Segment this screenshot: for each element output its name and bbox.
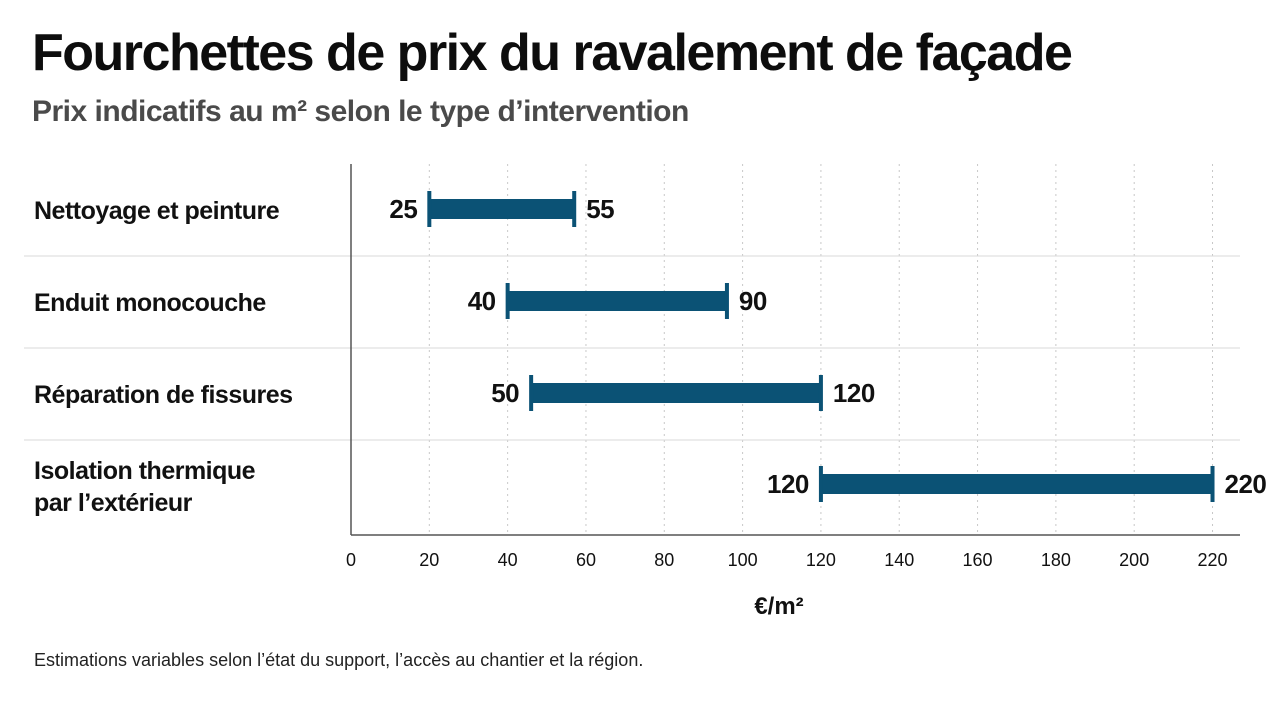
range-max-cap xyxy=(818,375,823,411)
range-max-label: 120 xyxy=(833,378,875,408)
category-label: par l’extérieur xyxy=(34,489,193,517)
row-separators xyxy=(24,255,1240,441)
category-label: Enduit monocouche xyxy=(34,289,266,317)
range-min-label: 40 xyxy=(468,286,496,316)
range-max-label: 220 xyxy=(1225,469,1267,499)
range-bar xyxy=(820,474,1213,494)
range-max-label: 55 xyxy=(586,194,614,224)
range-min-cap xyxy=(505,283,510,319)
range-min-label: 120 xyxy=(767,469,809,499)
range-max-cap xyxy=(724,283,729,319)
chart-title: Fourchettes de prix du ravalement de faç… xyxy=(32,24,1073,82)
x-tick-label: 20 xyxy=(419,550,439,570)
range-max-cap xyxy=(572,191,577,227)
x-tick-label: 0 xyxy=(346,550,356,570)
x-tick-label: 60 xyxy=(576,550,596,570)
x-tick-label: 40 xyxy=(498,550,518,570)
range-bar-chart: 0 20 40 60 80 100 120 140 160 180 200 220 Nettoyage… xyxy=(24,164,1267,620)
range-max-label: 90 xyxy=(739,286,767,316)
x-tick-label: 220 xyxy=(1197,550,1227,570)
category-label: Nettoyage et peinture xyxy=(34,197,280,225)
category-label: Isolation thermique xyxy=(34,457,256,485)
range-bar xyxy=(507,291,727,311)
category-labels: Nettoyage et peinture Enduit monocouche Ré… xyxy=(34,197,293,517)
x-tick-label: 180 xyxy=(1041,550,1071,570)
x-tick-label: 120 xyxy=(806,550,836,570)
chart-subtitle: Prix indicatifs au m² selon le type d’in… xyxy=(32,95,689,128)
x-tick-label: 140 xyxy=(884,550,914,570)
range-min-label: 50 xyxy=(491,378,519,408)
x-tick-label: 200 xyxy=(1119,550,1149,570)
range-min-label: 25 xyxy=(389,194,417,224)
x-axis-title: €/m² xyxy=(754,593,803,620)
category-label: Réparation de fissures xyxy=(34,381,293,409)
x-tick-labels: 0 20 40 60 80 100 120 140 160 180 200 220 xyxy=(346,550,1228,570)
x-tick-label: 160 xyxy=(963,550,993,570)
x-tick-label: 80 xyxy=(654,550,674,570)
x-tick-label: 100 xyxy=(728,550,758,570)
range-min-cap xyxy=(818,466,823,502)
range-bar xyxy=(429,199,575,219)
footnote: Estimations variables selon l’état du su… xyxy=(34,650,644,670)
range-bars: 25 55 40 90 50 120 120 220 xyxy=(389,191,1267,502)
range-min-cap xyxy=(427,191,432,227)
range-max-cap xyxy=(1210,466,1215,502)
range-bar xyxy=(531,383,821,403)
range-min-cap xyxy=(529,375,534,411)
